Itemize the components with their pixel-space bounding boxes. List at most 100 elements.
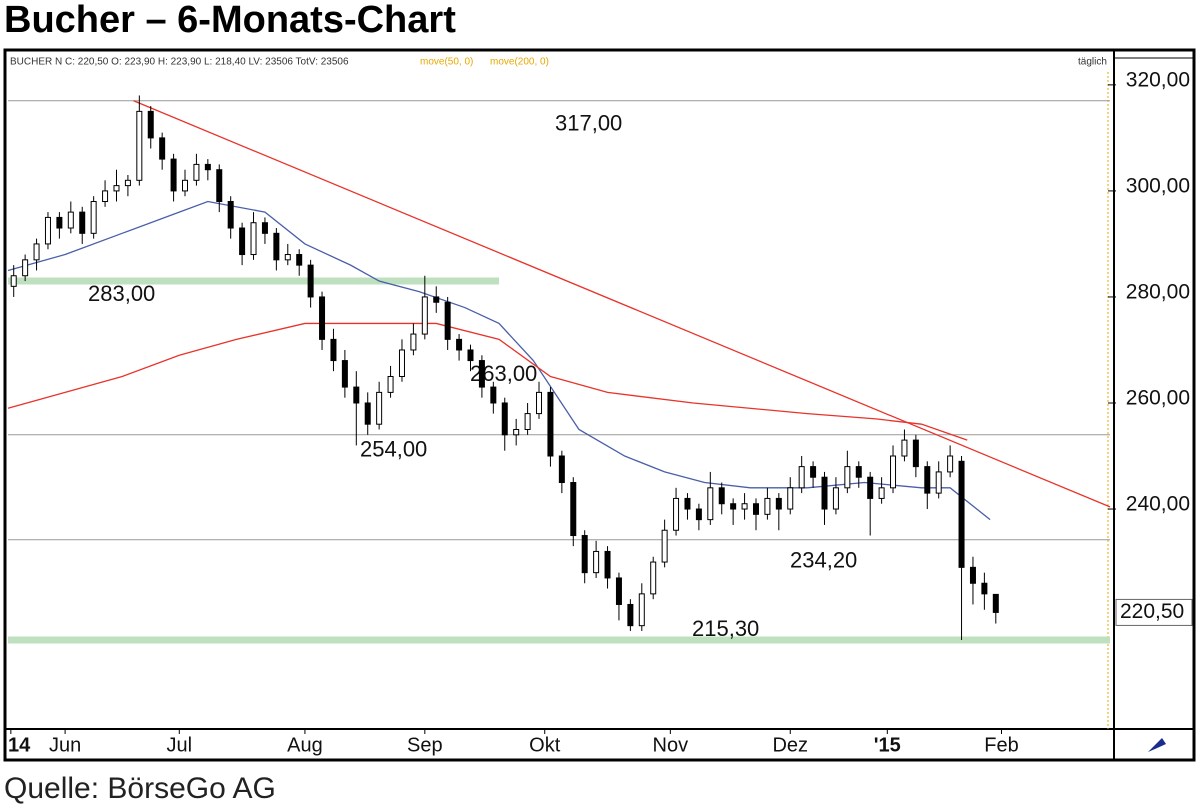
x-tick-label: '15 xyxy=(874,734,901,756)
x-tick-label: Jul xyxy=(167,734,193,756)
x-tick-label: Feb xyxy=(984,734,1018,756)
candle-body xyxy=(661,529,668,563)
candle-body xyxy=(147,110,154,139)
candle-body xyxy=(250,222,257,256)
candle-body xyxy=(536,391,543,415)
level-label: 234,20 xyxy=(790,548,857,573)
candle-body xyxy=(958,460,965,568)
candle-body xyxy=(364,402,371,425)
candle-body xyxy=(810,466,817,478)
candle-body xyxy=(501,402,508,436)
candle-body xyxy=(775,497,782,510)
candle-body xyxy=(319,296,326,340)
candle-body xyxy=(376,391,383,425)
candle-body xyxy=(10,275,17,287)
candle-body xyxy=(296,254,303,266)
y-tick-label: 280,00 xyxy=(1126,280,1190,303)
candle-body xyxy=(730,503,737,510)
candle-body xyxy=(650,561,657,595)
candle-body xyxy=(216,169,223,203)
candle-body xyxy=(421,296,428,335)
x-tick-label: Jun xyxy=(49,734,81,756)
candle-body xyxy=(67,211,74,229)
candle-body xyxy=(44,216,51,245)
candle-body xyxy=(513,428,520,436)
ma-label: move(200, 0) xyxy=(490,57,549,68)
candle-body xyxy=(90,201,97,234)
candle-body xyxy=(798,466,805,489)
level-label: 215,30 xyxy=(692,616,759,641)
candle-body xyxy=(284,254,291,261)
candle-body xyxy=(604,550,611,579)
candle-body xyxy=(490,386,497,404)
candle-body xyxy=(170,158,177,192)
candle-body xyxy=(912,439,919,468)
candle-body xyxy=(22,259,29,277)
candle-body xyxy=(935,471,942,494)
candle-body xyxy=(878,487,885,499)
candle-body xyxy=(855,466,862,478)
candle-body xyxy=(204,163,211,171)
candle-body xyxy=(273,232,280,261)
candle-body xyxy=(33,243,40,261)
candle-body xyxy=(581,535,588,574)
candle-body xyxy=(752,503,759,515)
source: Quelle: BörseGo AG xyxy=(4,772,276,805)
last-price-box xyxy=(1115,598,1193,626)
candle-body xyxy=(821,476,828,510)
candle-body xyxy=(330,338,337,362)
line-series xyxy=(7,322,968,441)
candle-body xyxy=(547,391,554,457)
candle-body xyxy=(832,487,839,510)
candle-body xyxy=(456,338,463,351)
candle-body xyxy=(593,550,600,574)
candle-body xyxy=(890,455,897,489)
candle-body xyxy=(764,497,771,515)
x-tick-label: Dez xyxy=(772,734,808,756)
candle-body xyxy=(570,482,577,537)
candle-body xyxy=(947,455,954,473)
interval-label: täglich xyxy=(1078,57,1107,68)
candle-body xyxy=(638,593,645,627)
tool-icon[interactable] xyxy=(1148,738,1166,752)
candle-body xyxy=(193,163,200,181)
candle-body xyxy=(467,349,474,362)
candle-body xyxy=(102,190,109,203)
candle-body xyxy=(695,508,702,521)
candle-body xyxy=(901,439,908,457)
x-tick-label: Aug xyxy=(287,734,323,756)
candle-body xyxy=(787,487,794,510)
candle-body xyxy=(969,566,976,584)
candle-body xyxy=(741,503,748,510)
info-text: BUCHER N C: 220,50 O: 223,90 H: 223,90 L… xyxy=(10,57,349,68)
candle-body xyxy=(227,201,234,229)
chart-title: Bucher – 6-Monats-Chart xyxy=(4,0,456,41)
candle-body xyxy=(239,227,246,256)
candle-body xyxy=(718,487,725,505)
x-tick-label: 14 xyxy=(8,734,31,756)
candle-body xyxy=(615,577,622,605)
y-tick-label: 300,00 xyxy=(1126,174,1190,197)
candle-body xyxy=(410,333,417,351)
candle-body xyxy=(124,179,131,187)
candle-body xyxy=(433,296,440,303)
candle-body xyxy=(684,497,691,510)
candle-body xyxy=(79,211,86,234)
level-label: 317,00 xyxy=(555,111,622,136)
candle-body xyxy=(673,497,680,531)
candle-body xyxy=(867,476,874,499)
candle-body xyxy=(844,466,851,489)
candle-body xyxy=(182,179,189,192)
line-series xyxy=(133,100,1111,508)
candle-body xyxy=(558,455,565,484)
candle-body xyxy=(398,349,405,377)
y-tick-label: 320,00 xyxy=(1126,68,1190,91)
candle-body xyxy=(136,110,143,181)
level-label: 254,00 xyxy=(360,437,427,462)
candle-body xyxy=(113,185,120,192)
x-tick-label: Sep xyxy=(407,734,443,756)
candle-body xyxy=(981,582,988,595)
candle-body xyxy=(159,137,166,160)
candle-body xyxy=(56,216,63,229)
